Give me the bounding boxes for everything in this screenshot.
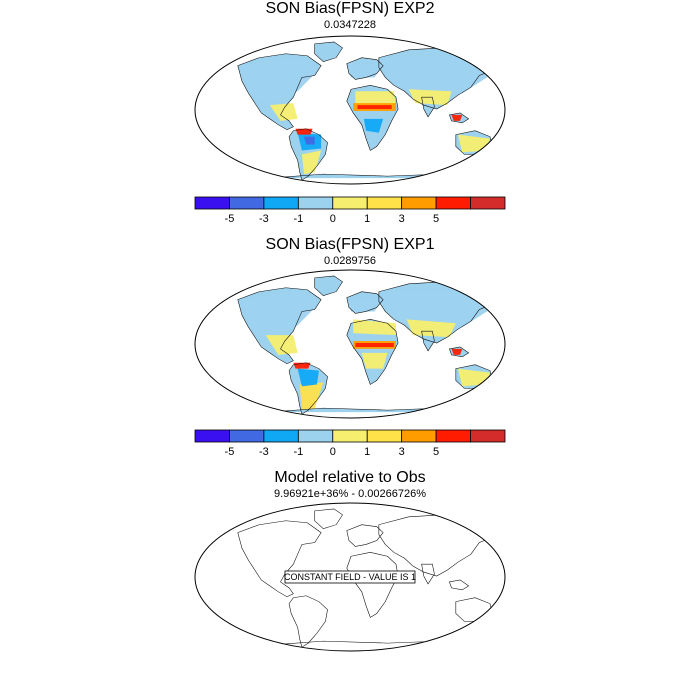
panel-2-title: SON Bias(FPSN) EXP1 [265, 236, 435, 253]
map-panel-2: -5 -3 -1 0 1 3 5 [194, 269, 506, 458]
colorbar-swatch [297, 196, 334, 210]
bias-region [295, 128, 313, 135]
bias-region [269, 103, 298, 121]
colorbar-swatch [297, 429, 334, 443]
bias-region [265, 335, 298, 355]
colorbar-2: -5 -3 -1 0 1 3 5 [194, 429, 506, 458]
bias-region [239, 57, 319, 106]
bias-region [346, 63, 384, 78]
colorbar-tick-label: 0 [330, 213, 336, 225]
colorbar-swatch [194, 196, 230, 210]
colorbar-tick-label: -5 [225, 446, 235, 458]
colorbar-tick-label: 1 [364, 446, 370, 458]
colorbar-swatch [229, 196, 265, 210]
bias-region [299, 382, 324, 411]
colorbar-swatch [332, 196, 368, 210]
bias-region [451, 348, 463, 355]
colorbar-swatch [470, 196, 506, 210]
colorbar-swatch [366, 429, 403, 443]
colorbar-swatch [435, 196, 471, 210]
colorbar-tick-label: -1 [293, 446, 303, 458]
colorbar-swatch [366, 196, 403, 210]
constant-field-note: CONSTANT FIELD - VALUE IS 1 [284, 572, 416, 582]
bias-region [297, 368, 319, 387]
bias-region [361, 352, 388, 369]
colorbar-tick-label: -5 [225, 213, 235, 225]
panel-2-subtitle: 0.0289756 [324, 255, 376, 267]
map-border [194, 269, 506, 419]
bias-region [304, 136, 315, 145]
map-panel-1: -5 -3 -1 0 1 3 5 [194, 35, 506, 225]
map-border [194, 502, 506, 652]
colorbar-tick-label: 1 [364, 213, 370, 225]
colorbar-tick-label: -3 [259, 446, 269, 458]
colorbar-tick-label: 5 [433, 213, 439, 225]
colorbar-tick-label: 0 [330, 446, 336, 458]
colorbar-swatch [263, 196, 299, 210]
bias-region [378, 55, 495, 96]
bias-region [353, 319, 396, 336]
panel-1-title: SON Bias(FPSN) EXP2 [265, 0, 435, 17]
bias-region [239, 291, 319, 340]
bias-region [457, 368, 491, 387]
colorbar-swatch [435, 429, 471, 443]
colorbar-tick-label: -3 [259, 213, 269, 225]
map-border [194, 35, 506, 185]
map-panel-3: CONSTANT FIELD - VALUE IS 1 [194, 502, 506, 652]
bias-region [301, 150, 322, 175]
colorbar-tick-label: 5 [433, 446, 439, 458]
colorbar-swatch [332, 429, 368, 443]
panel-1-subtitle: 0.0347228 [324, 19, 376, 31]
bias-region [346, 297, 384, 312]
bias-region [363, 118, 384, 133]
bias-region [406, 319, 456, 338]
colorbar-swatch [401, 429, 437, 443]
bias-region [378, 289, 495, 330]
constant-field-box [284, 570, 416, 584]
colorbar-swatch [401, 196, 437, 210]
colorbar-swatch [194, 429, 230, 443]
bias-region [357, 105, 392, 110]
panel-3-title: Model relative to Obs [274, 469, 426, 486]
colorbar-tick-label: 3 [399, 213, 405, 225]
bias-region [355, 343, 394, 347]
bias-region [457, 134, 491, 153]
colorbar-tick-label: 3 [399, 446, 405, 458]
colorbar-swatch [263, 429, 299, 443]
bias-region [451, 114, 463, 121]
colorbar-swatch [470, 429, 506, 443]
panel-3-subtitle: 9.96921e+36% - 0.00266726% [274, 488, 426, 500]
colorbar-swatch [229, 429, 265, 443]
colorbar-tick-label: -1 [293, 213, 303, 225]
colorbar-1: -5 -3 -1 0 1 3 5 [194, 196, 506, 225]
